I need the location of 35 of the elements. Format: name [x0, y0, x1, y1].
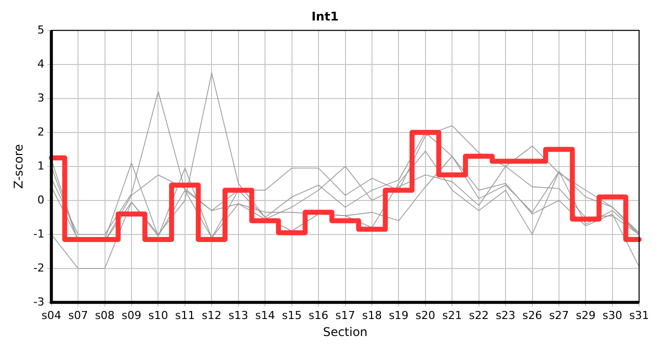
- x-tick-label: s26: [522, 308, 542, 322]
- y-axis-title: Z-score: [11, 144, 26, 189]
- x-tick-label: s08: [94, 308, 115, 322]
- x-tick-label: s13: [228, 308, 248, 322]
- x-tick-label: s31: [629, 308, 650, 322]
- x-tick-label: s09: [122, 308, 142, 322]
- y-tick-label: -1: [33, 227, 44, 240]
- y-tick-label: -3: [33, 295, 44, 308]
- y-tick-label: -2: [33, 261, 44, 274]
- chart-title: Int1: [311, 9, 339, 24]
- x-tick-label: s07: [68, 308, 88, 322]
- x-tick-label: s11: [175, 308, 195, 322]
- x-tick-label: s21: [442, 308, 462, 322]
- y-tick-label: 3: [37, 91, 44, 104]
- y-tick-label: 0: [37, 193, 44, 206]
- x-tick-label: s23: [496, 308, 516, 322]
- x-tick-label: s29: [576, 308, 596, 322]
- x-tick-label: s12: [202, 308, 222, 322]
- x-tick-label: s16: [308, 308, 328, 322]
- y-tick-label: 4: [37, 57, 44, 70]
- y-tick-label: 2: [37, 125, 44, 138]
- x-tick-label: s27: [549, 308, 569, 322]
- y-tick-label: 1: [37, 159, 44, 172]
- x-tick-label: s04: [42, 308, 62, 322]
- x-tick-label: s30: [602, 308, 622, 322]
- x-tick-label: s15: [282, 308, 302, 322]
- x-tick-label: s17: [335, 308, 356, 322]
- x-axis-title: Section: [322, 324, 368, 339]
- x-tick-label: s22: [468, 308, 489, 322]
- x-tick-label: s10: [148, 308, 168, 322]
- x-tick-label: s20: [416, 308, 436, 322]
- x-tick-label: s19: [388, 308, 409, 322]
- x-tick-label: s14: [255, 308, 275, 322]
- x-tick-label: s18: [362, 308, 382, 322]
- y-tick-label: 5: [37, 23, 44, 36]
